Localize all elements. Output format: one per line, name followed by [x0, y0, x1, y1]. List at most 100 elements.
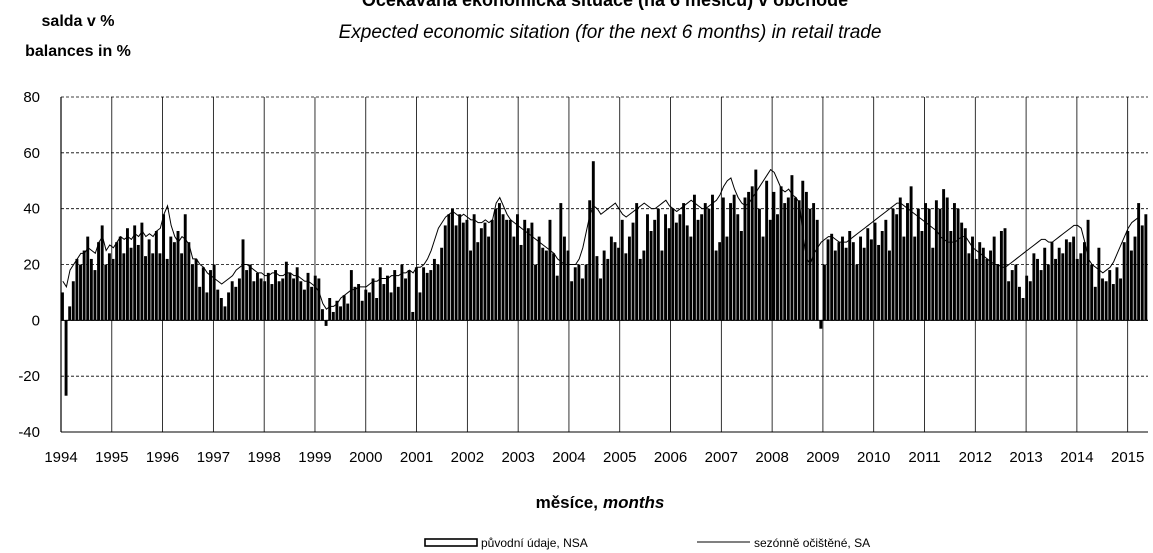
- nsa-bar: [530, 222, 534, 321]
- nsa-bar: [234, 286, 238, 321]
- nsa-bar: [1137, 203, 1141, 321]
- nsa-bar: [837, 242, 841, 321]
- nsa-bar: [653, 219, 657, 321]
- nsa-bar: [79, 264, 82, 321]
- nsa-bar: [945, 197, 949, 321]
- x-tick-label: 1994: [44, 449, 77, 466]
- nsa-bar: [992, 236, 996, 321]
- nsa-bar: [1129, 250, 1133, 321]
- nsa-bar: [1101, 278, 1104, 321]
- nsa-bar: [270, 284, 274, 321]
- nsa-bar: [205, 292, 209, 321]
- nsa-bar: [331, 311, 335, 321]
- nsa-bar: [443, 225, 447, 321]
- nsa-bar: [458, 214, 462, 321]
- nsa-bar: [974, 258, 978, 321]
- nsa-bar: [613, 242, 617, 321]
- nsa-bar: [851, 242, 855, 321]
- nsa-bar: [924, 203, 928, 321]
- nsa-bar: [346, 303, 350, 321]
- nsa-bar: [801, 180, 805, 321]
- nsa-bar: [967, 253, 971, 321]
- nsa-bar: [191, 264, 194, 321]
- nsa-bar: [198, 286, 202, 321]
- nsa-bar: [324, 320, 328, 326]
- nsa-bar: [295, 267, 299, 321]
- nsa-bar: [144, 256, 147, 321]
- x-tick-label: 2011: [908, 449, 940, 466]
- nsa-bar: [281, 278, 285, 321]
- nsa-bar: [1083, 242, 1086, 321]
- nsa-bar: [754, 169, 758, 321]
- nsa-bar: [133, 225, 137, 321]
- nsa-bar: [931, 247, 935, 321]
- y-tick-label: -20: [18, 368, 40, 385]
- nsa-bar: [750, 186, 754, 321]
- nsa-bar: [534, 264, 537, 321]
- nsa-bar: [906, 203, 909, 321]
- nsa-bar: [497, 203, 501, 321]
- x-tick-label: 2013: [1009, 449, 1042, 466]
- x-axis-label-en: months: [603, 493, 664, 512]
- nsa-bar: [209, 270, 212, 321]
- nsa-bar: [667, 228, 671, 321]
- nsa-bar: [642, 250, 646, 321]
- nsa-bar: [927, 208, 931, 321]
- nsa-bar: [548, 219, 552, 321]
- y-tick-label: 80: [23, 89, 40, 106]
- nsa-bar: [609, 236, 613, 321]
- chart-subtitle: Expected economic sitation (for the next…: [339, 22, 882, 43]
- nsa-bar: [371, 278, 375, 321]
- nsa-bar: [501, 214, 505, 321]
- y-axis-label-en: balances in %: [25, 43, 131, 60]
- nsa-bar: [479, 228, 483, 321]
- nsa-bar: [577, 264, 581, 321]
- nsa-bar: [985, 258, 989, 321]
- nsa-bar: [122, 253, 126, 321]
- nsa-bar: [739, 231, 743, 321]
- nsa-bar: [895, 214, 899, 321]
- nsa-bar: [1144, 214, 1148, 321]
- nsa-bar: [635, 203, 639, 321]
- nsa-bar: [812, 203, 816, 321]
- nsa-bar: [89, 258, 93, 321]
- x-tick-label: 2002: [451, 449, 484, 466]
- nsa-bar: [302, 289, 306, 321]
- nsa-bar: [425, 272, 429, 321]
- nsa-bar: [794, 197, 797, 321]
- nsa-bar: [595, 256, 599, 321]
- nsa-bar: [284, 261, 288, 321]
- nsa-bar: [873, 222, 877, 321]
- nsa-bar: [570, 281, 574, 321]
- nsa-bar: [627, 236, 631, 321]
- nsa-bar: [299, 281, 303, 321]
- nsa-bars: [61, 161, 1148, 396]
- x-tick-label: 2007: [705, 449, 738, 466]
- nsa-bar: [422, 267, 426, 321]
- nsa-bar: [335, 300, 339, 321]
- nsa-bar: [86, 236, 90, 321]
- nsa-bar: [552, 253, 556, 321]
- nsa-bar: [176, 231, 180, 321]
- nsa-bar: [913, 236, 917, 321]
- nsa-bar: [1108, 270, 1112, 321]
- nsa-bar: [732, 194, 736, 321]
- nsa-bar: [685, 225, 689, 321]
- y-axis-label-cz: salda v %: [42, 13, 115, 30]
- nsa-bar: [830, 233, 834, 321]
- nsa-bar: [321, 309, 324, 321]
- nsa-bar: [562, 236, 566, 321]
- nsa-bar: [963, 228, 967, 321]
- y-tick-label: 20: [23, 257, 40, 274]
- nsa-bar: [859, 236, 863, 321]
- nsa-bar: [266, 272, 270, 321]
- nsa-bar: [367, 292, 371, 321]
- nsa-bar: [1097, 247, 1101, 321]
- nsa-bar: [245, 270, 249, 321]
- nsa-bar: [1028, 281, 1032, 321]
- nsa-bar: [678, 214, 682, 321]
- nsa-bar: [126, 228, 129, 321]
- nsa-bar: [884, 219, 888, 321]
- nsa-bar: [1036, 258, 1039, 321]
- nsa-bar: [313, 275, 317, 321]
